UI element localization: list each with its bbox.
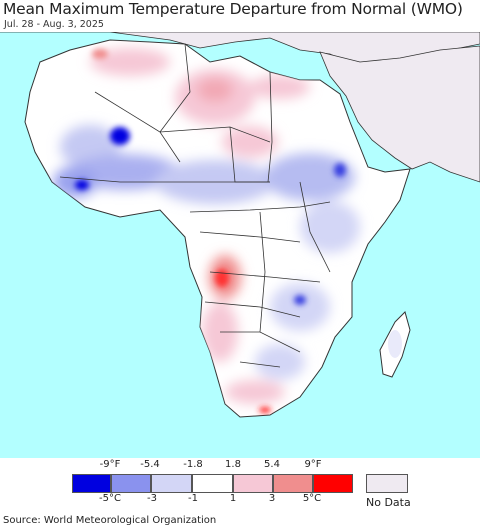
legend-swatch [313,474,353,493]
legend-c-tick: 1 [229,493,237,504]
date-range: Jul. 28 - Aug. 3, 2025 [4,19,104,30]
country-borders [59,43,331,368]
legend-c-tick: -5°C [99,493,121,504]
legend-swatch [233,474,273,493]
legend-f-tick: 1.8 [225,459,241,470]
legend-nodata-swatch [366,474,408,493]
map-title: Mean Maximum Temperature Departure from … [3,0,463,18]
legend-c-tick: -1 [188,493,198,504]
legend-swatch [111,474,151,493]
anomaly-shading [53,48,360,413]
legend: -9°F -5.4 -1.8 1.8 5.4 9°F -5°C -3 -1 1 … [0,458,480,514]
temperature-map [0,32,480,458]
source-credit: Source: World Meteorological Organizatio… [3,515,217,526]
legend-f-tick: -9°F [99,459,121,470]
europe-landmass [0,32,480,69]
legend-swatch [273,474,313,493]
legend-c-tick: 3 [268,493,276,504]
legend-f-tick: 5.4 [264,459,280,470]
legend-swatch [192,474,233,493]
legend-f-tick: 9°F [304,459,322,470]
legend-c-tick: 5°C [302,493,322,504]
legend-swatch [151,474,192,493]
madagascar-shading [388,330,402,358]
legend-swatch [72,474,111,493]
arabia-landmass [319,45,480,183]
legend-c-tick: -3 [147,493,157,504]
legend-nodata-label: No Data [366,496,411,509]
legend-f-tick: -1.8 [183,459,203,470]
legend-f-tick: -5.4 [140,459,160,470]
